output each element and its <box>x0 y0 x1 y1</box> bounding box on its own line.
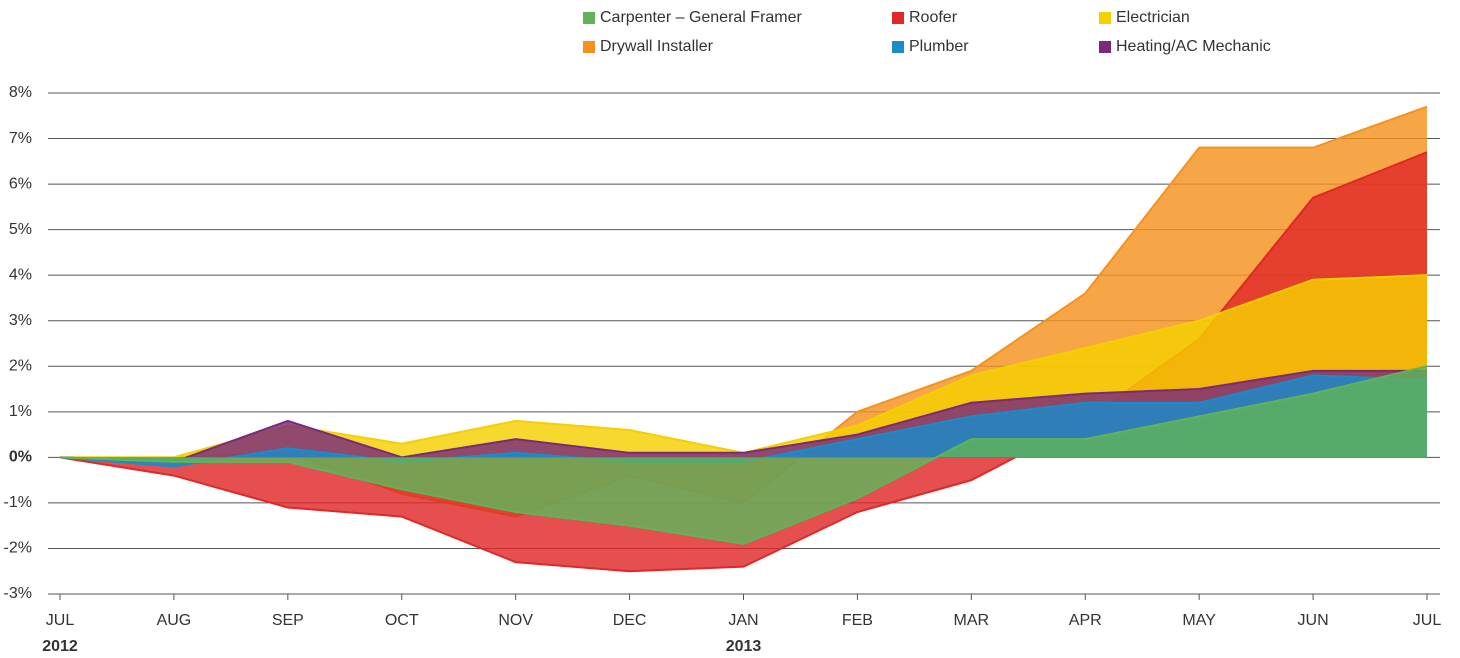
x-tick-label: JAN <box>728 612 758 629</box>
y-tick-label: 2% <box>9 357 32 374</box>
line <box>59 369 1427 463</box>
legend-swatch <box>583 12 595 24</box>
legend-swatch <box>1099 12 1111 24</box>
y-tick-label: 0% <box>9 449 32 466</box>
legend-label: Heating/AC Mechanic <box>1116 38 1271 55</box>
x-sublabel: 2013 <box>726 638 762 655</box>
y-tick-label: -1% <box>4 494 32 511</box>
labels: -3% -2% -1% 0% 1% 2% 3% 4% 5% 6% 7% 8% JUL 2012 AUG SEP… <box>4 9 1442 655</box>
x-tick-label: AUG <box>157 612 192 629</box>
legend-swatch <box>892 41 904 53</box>
y-tick-label: -2% <box>4 540 32 557</box>
x-tick-label: FEB <box>842 612 873 629</box>
y-tick-label: 8% <box>9 84 32 101</box>
line <box>59 365 1428 545</box>
x-tick-label: MAY <box>1182 612 1216 629</box>
y-tick-label: 3% <box>9 312 32 329</box>
legend-label: Roofer <box>909 9 958 26</box>
legend-label: Electrician <box>1116 9 1190 26</box>
x-tick-label: APR <box>1069 612 1102 629</box>
y-tick-label: 5% <box>9 221 32 238</box>
y-tick-label: 1% <box>9 403 32 420</box>
x-tick-label: JUL <box>1413 612 1442 629</box>
area <box>60 366 1427 544</box>
x-tick-label: OCT <box>385 612 419 629</box>
y-tick-label: -3% <box>4 585 32 602</box>
y-tick-label: 7% <box>9 130 32 147</box>
x-tick-label: MAR <box>954 612 990 629</box>
x-tick-label: NOV <box>498 612 533 629</box>
areas <box>59 105 1428 573</box>
y-tick-label: 6% <box>9 175 32 192</box>
legend-label: Drywall Installer <box>600 38 714 55</box>
legend-label: Carpenter – General Framer <box>600 9 803 26</box>
series <box>59 365 1428 545</box>
y-tick-label: 4% <box>9 266 32 283</box>
legend-label: Plumber <box>909 38 969 55</box>
x-tick-label: DEC <box>613 612 647 629</box>
legend-swatch <box>892 12 904 24</box>
x-tick-label: JUL <box>46 612 75 629</box>
x-sublabel: 2012 <box>42 638 78 655</box>
legend-swatch <box>1099 41 1111 53</box>
x-tick-label: JUN <box>1298 612 1329 629</box>
x-tick-label: SEP <box>272 612 304 629</box>
legend-swatch <box>583 41 595 53</box>
